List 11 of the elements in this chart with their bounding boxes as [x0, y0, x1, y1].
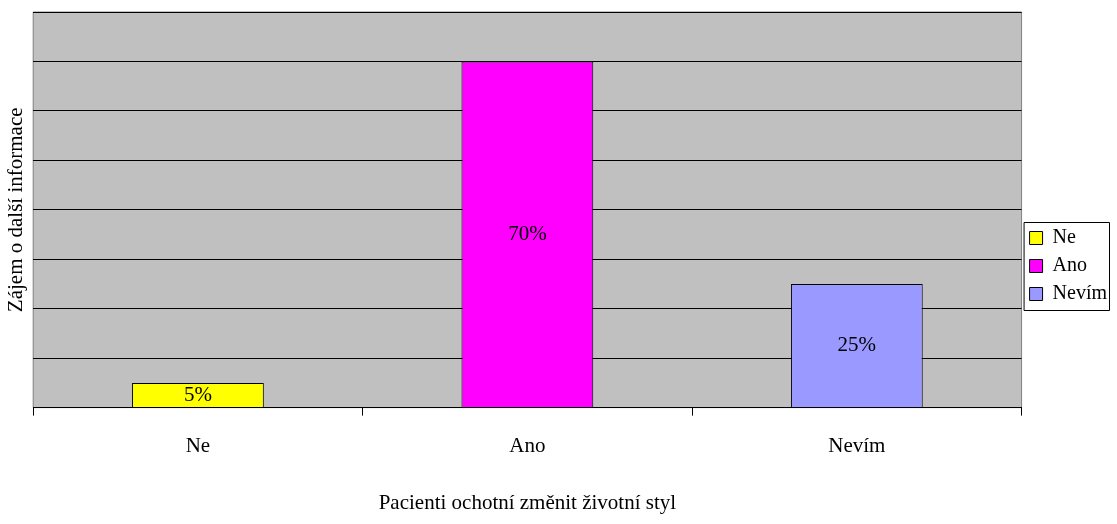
x-tick-label: Ano — [509, 432, 546, 457]
legend-label: Ne — [1052, 225, 1077, 248]
x-axis-title: Pacienti ochotní změnit životní styl — [378, 489, 677, 514]
x-tick-label: Ne — [185, 432, 211, 457]
data-label: 70% — [508, 220, 547, 245]
x-tick-label: Nevím — [828, 432, 886, 457]
data-label: 25% — [837, 332, 877, 357]
legend-label: Nevím — [1052, 281, 1108, 304]
y-axis-title: Zájem o další informace — [3, 107, 28, 313]
legend-label: Ano — [1052, 253, 1088, 276]
data-label: 5% — [183, 381, 212, 406]
